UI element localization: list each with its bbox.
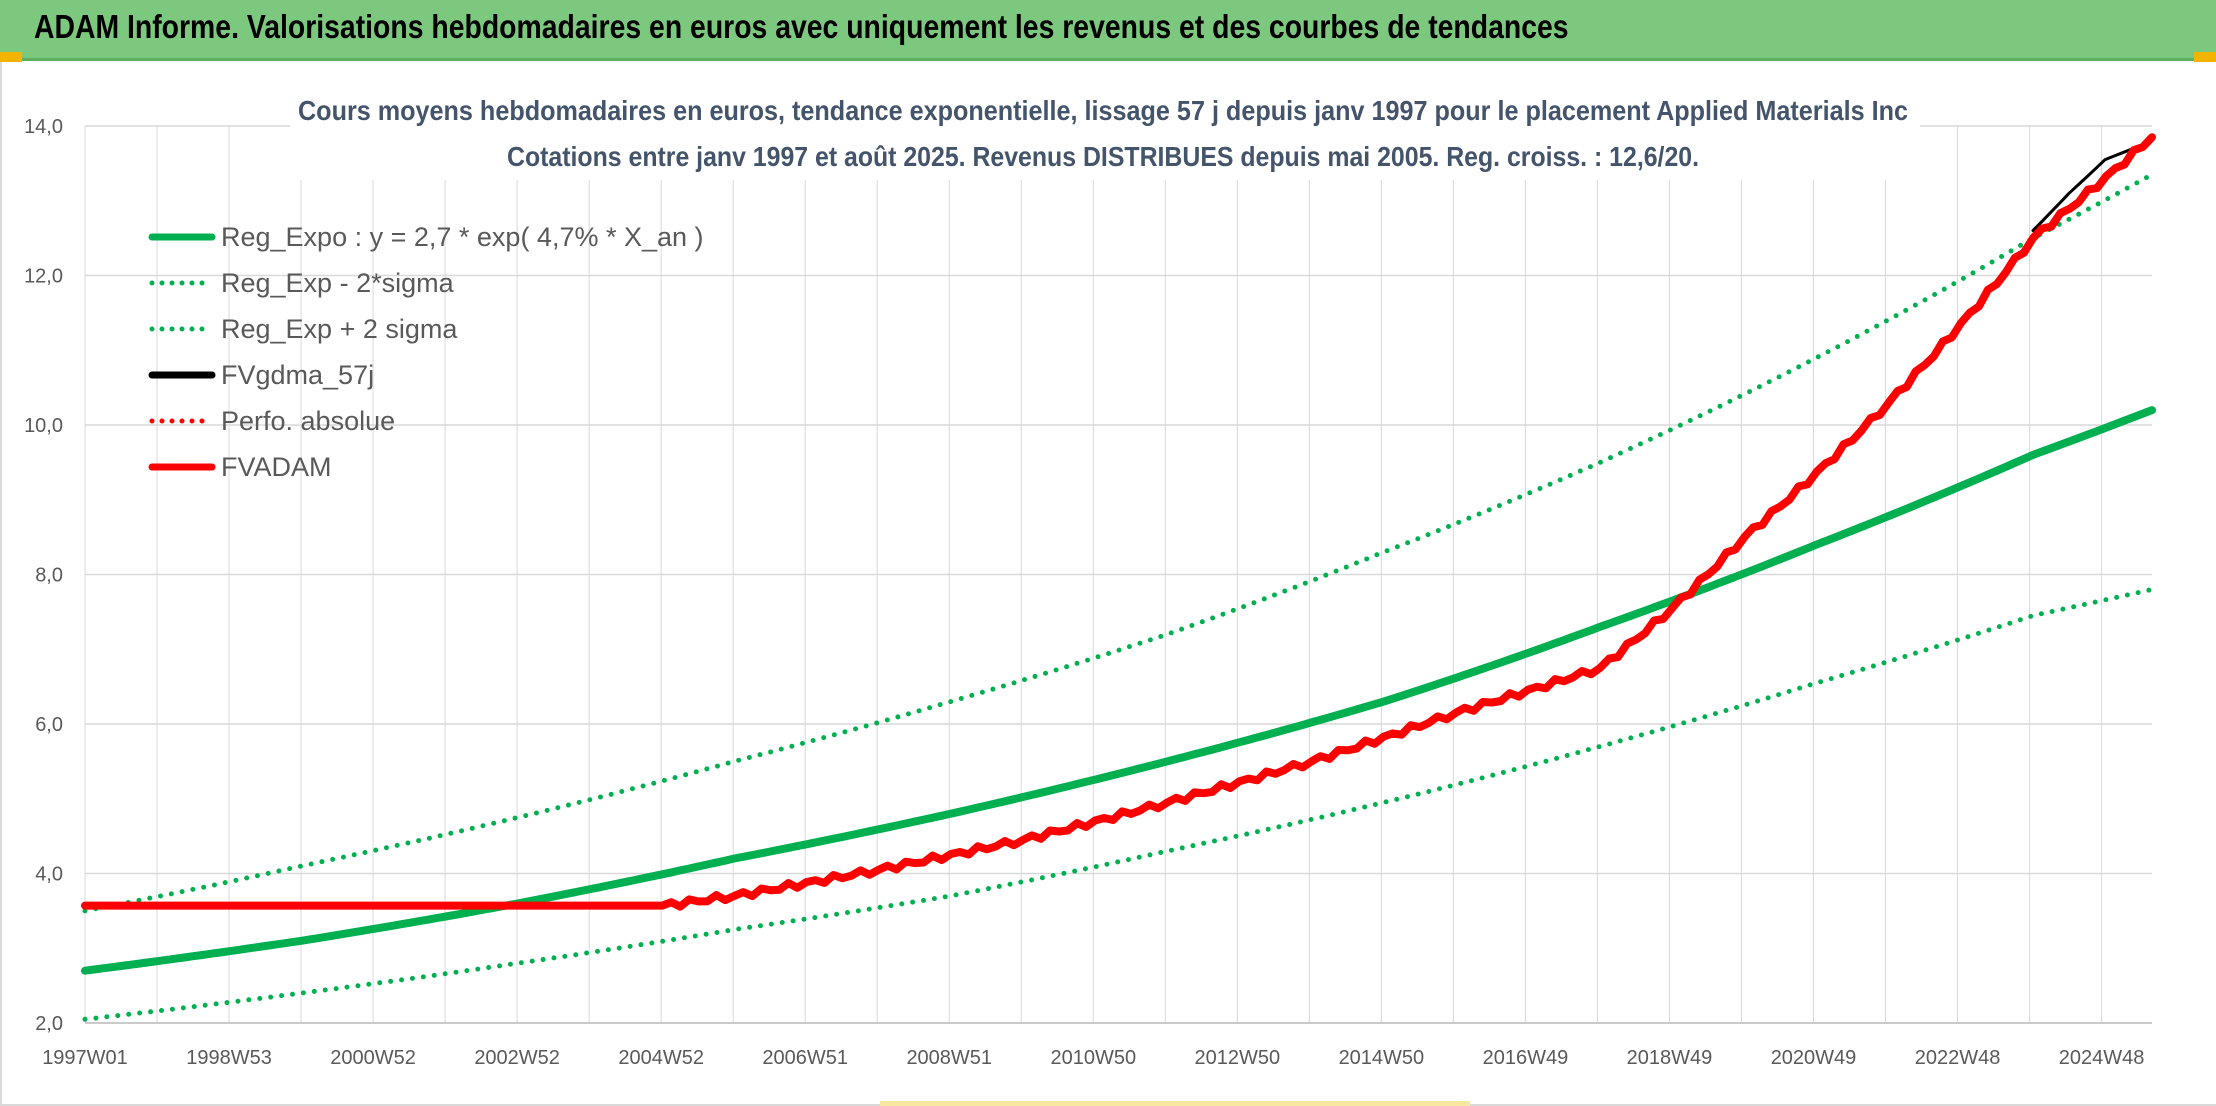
y-axis-ticks: 2,0 4,0 6,0 8,0 10,0 12,0 14,0 xyxy=(24,116,63,1035)
legend-label: Reg_Expo : y = 2,7 * exp( 4,7% * X_an ) xyxy=(221,222,704,252)
y-tick-label: 14,0 xyxy=(24,116,63,138)
x-tick-label: 1997W01 xyxy=(42,1047,128,1069)
header-accent-right xyxy=(2194,52,2216,62)
y-tick-label: 2,0 xyxy=(35,1013,63,1035)
report-header: ADAM Informe. Valorisations hebdomadaire… xyxy=(0,0,2216,62)
legend-label: Reg_Exp + 2 sigma xyxy=(221,314,458,344)
legend: Reg_Expo : y = 2,7 * exp( 4,7% * X_an ) R… xyxy=(148,222,704,482)
x-tick-label: 2004W52 xyxy=(618,1047,704,1069)
x-tick-label: 2024W48 xyxy=(2059,1047,2145,1069)
series-line-1 xyxy=(82,587,2155,1022)
x-tick-label: 2014W50 xyxy=(1339,1047,1425,1069)
y-tick-label: 10,0 xyxy=(24,415,63,437)
series-line-2 xyxy=(82,172,2155,914)
x-tick-label: 2022W48 xyxy=(1915,1047,2001,1069)
x-tick-label: 2012W50 xyxy=(1195,1047,1281,1069)
header-accent-left xyxy=(0,52,22,62)
report-title: ADAM Informe. Valorisations hebdomadaire… xyxy=(34,8,1569,45)
series-line-5 xyxy=(81,133,2156,911)
x-tick-label: 2006W51 xyxy=(762,1047,848,1069)
legend-label: FVgdma_57j xyxy=(221,360,374,390)
x-tick-label: 2018W49 xyxy=(1627,1047,1713,1069)
chart-subtitle: Cotations entre janv 1997 et août 2025. … xyxy=(507,141,1699,172)
series-lines xyxy=(81,133,2156,1022)
y-tick-label: 6,0 xyxy=(35,714,63,736)
x-tick-label: 1998W53 xyxy=(186,1047,272,1069)
series-line-0 xyxy=(81,406,2156,975)
legend-label: FVADAM xyxy=(221,452,332,482)
x-tick-label: 2008W51 xyxy=(906,1047,992,1069)
legend-label: Reg_Exp - 2*sigma xyxy=(221,268,455,298)
chart-title: Cours moyens hebdomadaires en euros, ten… xyxy=(298,95,1908,126)
legend-label: Perfo. absolue xyxy=(221,406,395,436)
x-tick-label: 2016W49 xyxy=(1483,1047,1569,1069)
x-tick-label: 2002W52 xyxy=(474,1047,560,1069)
x-tick-label: 2000W52 xyxy=(330,1047,416,1069)
grid-lines xyxy=(84,125,2152,1024)
x-tick-label: 2020W49 xyxy=(1771,1047,1857,1069)
x-axis-ticks: 1997W01 1998W53 2000W52 2002W52 2004W52 2006W… xyxy=(42,1022,2152,1069)
x-tick-label: 2010W50 xyxy=(1050,1047,1136,1069)
title-background xyxy=(290,88,1920,180)
y-tick-label: 12,0 xyxy=(24,266,63,288)
y-tick-label: 4,0 xyxy=(35,864,63,886)
bottom-accent-strip xyxy=(880,1101,1470,1106)
y-tick-label: 8,0 xyxy=(35,565,63,587)
